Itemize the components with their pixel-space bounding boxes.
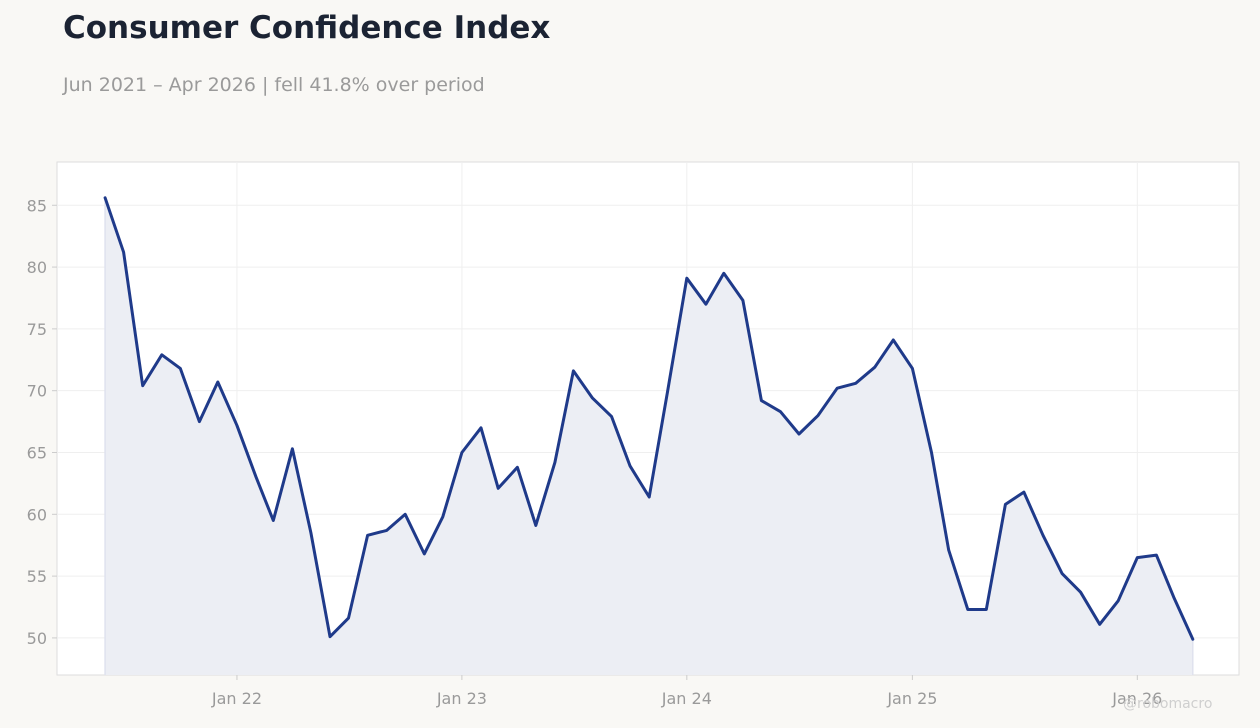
y-tick-label: 50 (27, 629, 47, 648)
x-axis: Jan 22 Jan 23 Jan 24 Jan 25 Jan 26 (211, 675, 1162, 708)
y-axis: 50 55 60 65 70 75 80 85 (27, 196, 57, 648)
x-tick-label: Jan 25 (886, 689, 937, 708)
y-tick-label: 75 (27, 320, 47, 339)
y-tick-label: 70 (27, 382, 47, 401)
x-tick-label: Jan 23 (436, 689, 487, 708)
watermark: @robomacro (1123, 696, 1212, 712)
y-tick-label: 85 (27, 196, 47, 215)
y-tick-label: 65 (27, 443, 47, 462)
y-tick-label: 60 (27, 505, 47, 524)
x-tick-label: Jan 24 (661, 689, 712, 708)
y-tick-label: 80 (27, 258, 47, 277)
y-tick-label: 55 (27, 567, 47, 586)
x-tick-label: Jan 22 (211, 689, 262, 708)
